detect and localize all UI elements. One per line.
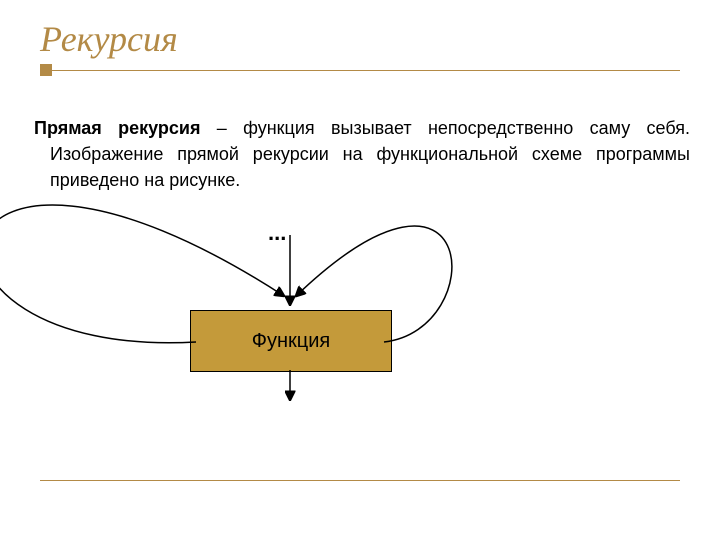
slide: Рекурсия Прямая рекурсия – функция вызыв…: [0, 0, 720, 540]
ellipsis-label: ...: [268, 220, 286, 246]
slide-title: Рекурсия: [40, 18, 178, 60]
function-box: Функция: [190, 310, 392, 372]
bottom-rule: [40, 480, 680, 481]
title-underline: [40, 70, 680, 71]
diagram-arrows: [0, 0, 720, 540]
body-lead-bold: Прямая рекурсия: [34, 118, 200, 138]
function-box-label: Функция: [191, 311, 391, 371]
body-paragraph: Прямая рекурсия – функция вызывает непос…: [34, 115, 690, 193]
